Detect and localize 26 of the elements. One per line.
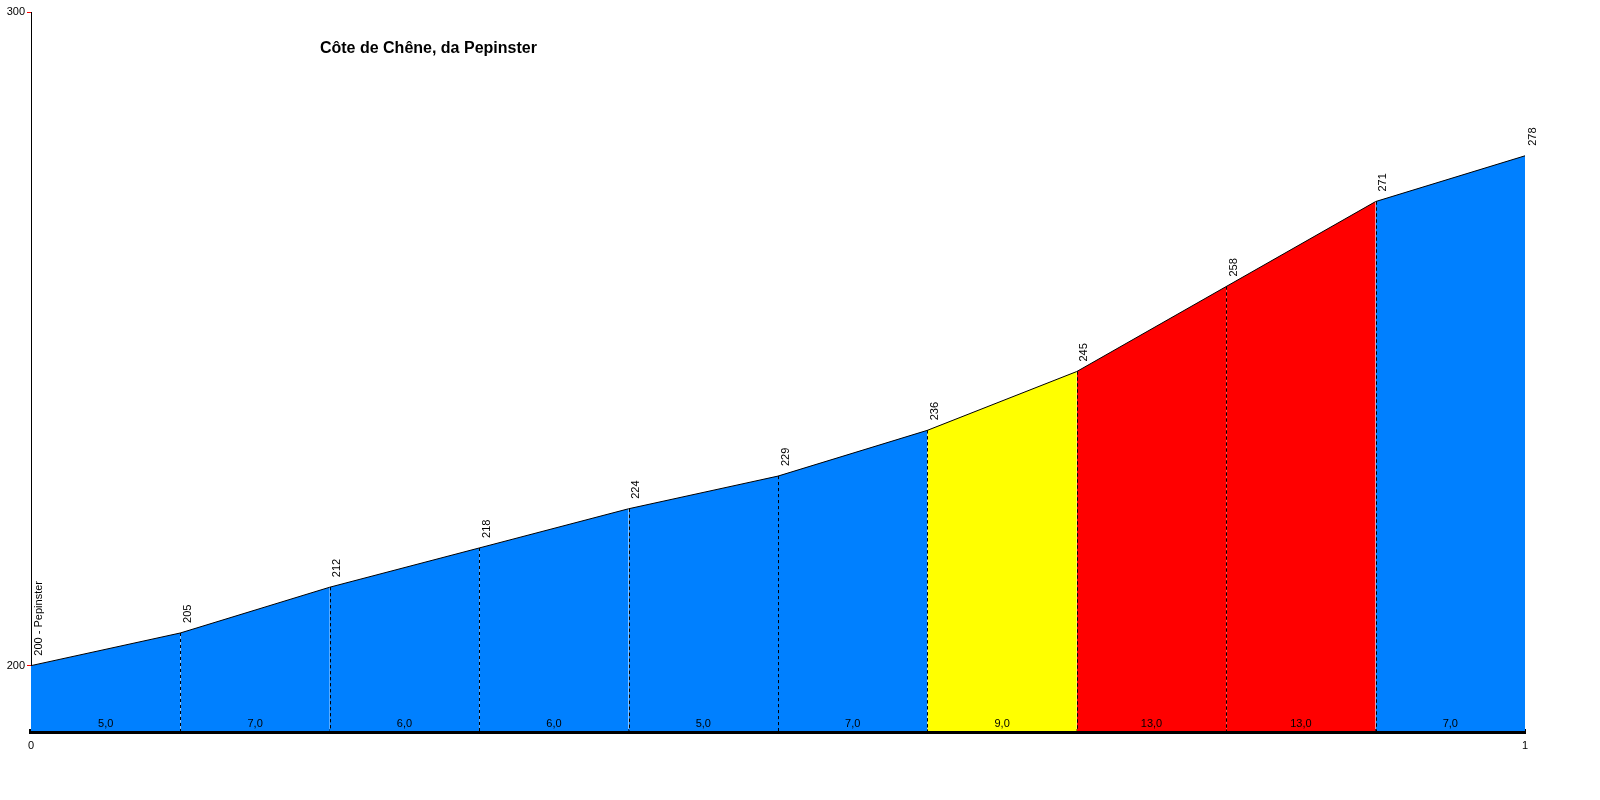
annotation: 5,0 bbox=[98, 717, 114, 730]
y-tick-label: 200 bbox=[6, 658, 25, 671]
data-label: 224 bbox=[629, 480, 642, 499]
data-label: 258 bbox=[1226, 258, 1239, 277]
annotation: 9,0 bbox=[994, 717, 1010, 730]
annotation: 5,0 bbox=[695, 717, 711, 730]
text: Côte de Chêne, da Pepinster bbox=[319, 39, 537, 57]
annotation: 7,0 bbox=[845, 717, 861, 730]
data-label: 245 bbox=[1077, 343, 1090, 362]
data-label: 218 bbox=[479, 519, 492, 538]
data-label: 212 bbox=[330, 558, 343, 578]
annotation: 6,0 bbox=[396, 717, 413, 730]
data-label: 205 bbox=[180, 604, 193, 623]
data-label: 229 bbox=[778, 447, 791, 467]
data-label: 278 bbox=[1525, 127, 1538, 146]
annotation: 13,0 bbox=[1290, 717, 1312, 730]
data-label: 271 bbox=[1376, 173, 1389, 192]
x-tick-label: 0 bbox=[27, 738, 35, 751]
data-label: 236 bbox=[927, 401, 940, 421]
x-tick-label: 1 bbox=[1521, 738, 1529, 751]
annotation: 7,0 bbox=[247, 717, 263, 730]
data-label: 200 - Pepinster bbox=[31, 580, 44, 656]
annotation: 6,0 bbox=[546, 717, 562, 730]
annotation: 13,0 bbox=[1140, 717, 1163, 730]
y-tick-label: 300 bbox=[6, 5, 25, 18]
annotation: 7,0 bbox=[1442, 717, 1458, 730]
